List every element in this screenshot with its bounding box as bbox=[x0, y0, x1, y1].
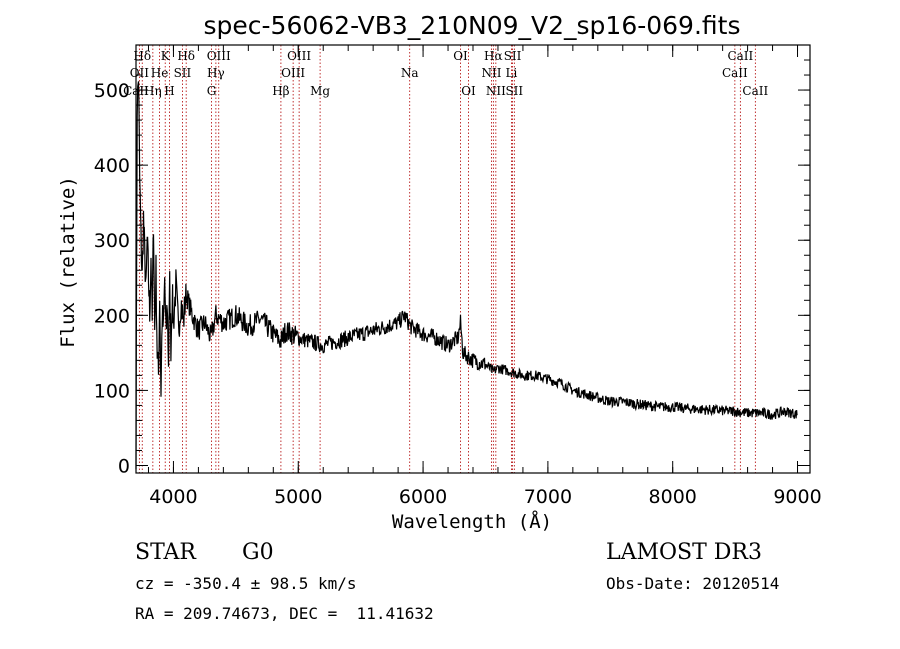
line-label-7: SII bbox=[504, 49, 522, 63]
line-label-17: CaII bbox=[722, 66, 748, 80]
line-label-16: Li bbox=[506, 66, 518, 80]
x-tick-label-4: 8000 bbox=[649, 486, 697, 508]
line-label-1: K bbox=[161, 49, 171, 63]
x-tick-label-0: 4000 bbox=[149, 486, 197, 508]
y-tick-label-0: 0 bbox=[118, 455, 130, 477]
x-axis-ticks: 4000 5000 6000 7000 8000 9000 bbox=[147, 45, 822, 508]
line-label-10: He bbox=[151, 66, 169, 80]
line-label-9: OII bbox=[130, 66, 150, 80]
survey-name: LAMOST DR3 bbox=[606, 540, 762, 565]
sky-coordinates: RA = 209.74673, DEC = 11.41632 bbox=[135, 604, 434, 623]
line-label-15: NII bbox=[481, 66, 501, 80]
line-label-11: SII bbox=[174, 66, 192, 80]
spectrum-series-line bbox=[135, 81, 798, 470]
object-class: STAR bbox=[135, 540, 196, 565]
line-label-25: SII bbox=[505, 84, 523, 98]
y-tick-label-2: 200 bbox=[94, 305, 130, 327]
line-label-2: Hδ bbox=[177, 49, 195, 63]
y-tick-label-4: 400 bbox=[94, 155, 130, 177]
line-label-18: Hη bbox=[144, 84, 162, 98]
y-axis-ticks: 0 100 200 300 400 500 bbox=[94, 59, 810, 477]
line-label-23: OI bbox=[461, 84, 476, 98]
line-label-0: Hδ bbox=[133, 49, 151, 63]
line-label-26: CaII bbox=[742, 84, 768, 98]
x-axis-label: Wavelength (Å) bbox=[392, 510, 552, 533]
emission-line-markers bbox=[135, 45, 756, 473]
line-label-6: Hα bbox=[484, 49, 503, 63]
y-tick-label-3: 300 bbox=[94, 230, 130, 252]
x-tick-label-2: 6000 bbox=[399, 486, 447, 508]
line-label-14: Na bbox=[401, 66, 419, 80]
object-subclass: G0 bbox=[242, 540, 274, 565]
chart-title: spec-56062-VB3_210N09_V2_sp16-069.fits bbox=[204, 11, 741, 40]
line-label-5: OI bbox=[453, 49, 468, 63]
line-label-12: Hγ bbox=[207, 66, 225, 80]
y-tick-label-5: 500 bbox=[94, 80, 130, 102]
line-label-20: G bbox=[207, 84, 217, 98]
redshift-velocity: cz = -350.4 ± 98.5 km/s bbox=[135, 574, 357, 593]
line-label-24: NII bbox=[486, 84, 506, 98]
x-tick-label-1: 5000 bbox=[274, 486, 322, 508]
line-label-4: OIII bbox=[287, 49, 311, 63]
line-label-8: CaII bbox=[727, 49, 753, 63]
line-label-21: Hβ bbox=[272, 84, 289, 98]
observation-date: Obs-Date: 20120514 bbox=[606, 574, 780, 593]
line-label-3: OIII bbox=[207, 49, 231, 63]
x-tick-label-3: 7000 bbox=[524, 486, 572, 508]
y-tick-label-1: 100 bbox=[94, 380, 130, 402]
line-label-13: OIII bbox=[281, 66, 305, 80]
y-axis-label: Flux (relative) bbox=[57, 176, 79, 348]
x-tick-label-5: 9000 bbox=[773, 486, 821, 508]
line-label-19: H bbox=[164, 84, 174, 98]
spectrum-chart: spec-56062-VB3_210N09_V2_sp16-069.fits H… bbox=[57, 11, 822, 533]
line-label-22: Mg bbox=[310, 84, 330, 98]
